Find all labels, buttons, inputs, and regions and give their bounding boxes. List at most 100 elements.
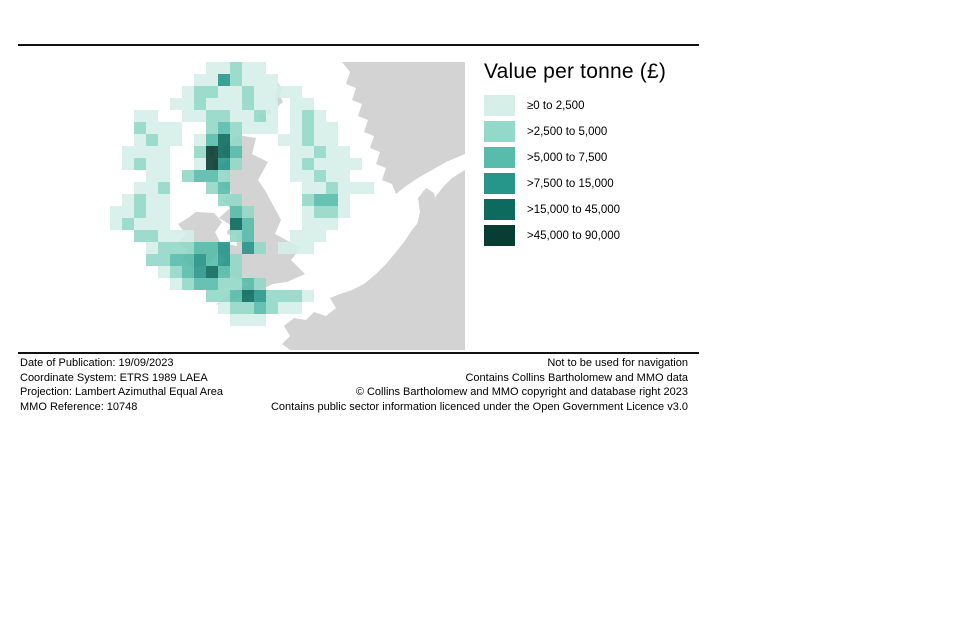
grid-cell xyxy=(146,254,158,266)
legend-swatch xyxy=(484,199,515,220)
grid-cell xyxy=(182,278,194,290)
grid-cell xyxy=(218,122,230,134)
grid-cell xyxy=(230,290,242,302)
grid-cell xyxy=(230,134,242,146)
grid-cell xyxy=(302,134,314,146)
grid-cell xyxy=(230,146,242,158)
legend-item: >5,000 to 7,500 xyxy=(484,147,719,168)
grid-cell xyxy=(170,242,182,254)
fishing-value-map xyxy=(110,62,465,350)
grid-cell xyxy=(314,218,326,230)
grid-cell xyxy=(266,302,278,314)
map-area xyxy=(110,62,465,350)
grid-cell xyxy=(230,122,242,134)
legend-item-label: ≥0 to 2,500 xyxy=(527,99,585,112)
grid-cell xyxy=(218,74,230,86)
grid-cell xyxy=(218,62,230,74)
grid-cell xyxy=(254,110,266,122)
grid-cell xyxy=(206,98,218,110)
grid-cell xyxy=(206,74,218,86)
grid-cell xyxy=(230,74,242,86)
grid-cell xyxy=(122,218,134,230)
grid-cell xyxy=(194,98,206,110)
grid-cell xyxy=(206,122,218,134)
grid-cell xyxy=(326,194,338,206)
grid-cell xyxy=(326,170,338,182)
legend-swatch xyxy=(484,121,515,142)
grid-cell xyxy=(302,290,314,302)
grid-cell xyxy=(290,230,302,242)
grid-cell xyxy=(218,290,230,302)
legend-item-label: >7,500 to 15,000 xyxy=(527,177,614,190)
footer-line: MMO Reference: 10748 xyxy=(20,400,138,413)
legend-swatch xyxy=(484,147,515,168)
grid-cell xyxy=(218,86,230,98)
legend-item: ≥0 to 2,500 xyxy=(484,95,719,116)
grid-cell xyxy=(182,242,194,254)
grid-cell xyxy=(218,170,230,182)
grid-cell xyxy=(326,122,338,134)
grid-cell xyxy=(206,242,218,254)
grid-cell xyxy=(146,242,158,254)
grid-cell xyxy=(290,242,302,254)
grid-cell xyxy=(302,194,314,206)
grid-cell xyxy=(146,170,158,182)
grid-cell xyxy=(146,122,158,134)
legend: Value per tonne (£) ≥0 to 2,500 >2,500 to… xyxy=(484,60,719,251)
grid-cell xyxy=(182,254,194,266)
grid-cell xyxy=(206,158,218,170)
grid-cell xyxy=(338,170,350,182)
grid-cell xyxy=(230,314,242,326)
grid-cell xyxy=(146,146,158,158)
grid-cell xyxy=(110,218,122,230)
grid-cell xyxy=(158,134,170,146)
grid-cell xyxy=(182,230,194,242)
grid-cell xyxy=(314,182,326,194)
grid-cell xyxy=(206,290,218,302)
grid-cell xyxy=(206,254,218,266)
grid-cell xyxy=(254,314,266,326)
grid-cell xyxy=(158,254,170,266)
legend-item-label: >5,000 to 7,500 xyxy=(527,151,608,164)
grid-cell xyxy=(230,230,242,242)
footer-line: Date of Publication: 19/09/2023 xyxy=(20,357,174,369)
legend-swatch xyxy=(484,173,515,194)
grid-cell xyxy=(230,194,242,206)
grid-cell xyxy=(290,170,302,182)
grid-cell xyxy=(254,278,266,290)
grid-cell xyxy=(134,134,146,146)
grid-cell xyxy=(134,218,146,230)
grid-cell xyxy=(278,242,290,254)
grid-cell xyxy=(242,74,254,86)
legend-item-label: >15,000 to 45,000 xyxy=(527,203,621,216)
footer-metadata-left: Date of Publication: 19/09/2023 Coordinat… xyxy=(20,356,223,414)
grid-cell xyxy=(170,134,182,146)
grid-cell xyxy=(350,182,362,194)
footer-line: Contains public sector information licen… xyxy=(270,400,688,413)
land-scandinavia xyxy=(342,62,465,194)
grid-cell xyxy=(218,242,230,254)
grid-cell xyxy=(146,218,158,230)
grid-cell xyxy=(146,110,158,122)
grid-cell xyxy=(218,266,230,278)
grid-cell xyxy=(326,182,338,194)
grid-cell xyxy=(182,266,194,278)
grid-cell xyxy=(170,278,182,290)
grid-cell xyxy=(254,74,266,86)
grid-cell xyxy=(290,110,302,122)
grid-cell xyxy=(314,230,326,242)
grid-cell xyxy=(290,86,302,98)
grid-cell xyxy=(134,158,146,170)
grid-cell xyxy=(182,98,194,110)
grid-cell xyxy=(254,242,266,254)
grid-cell xyxy=(290,146,302,158)
grid-cell xyxy=(242,122,254,134)
grid-cell xyxy=(170,254,182,266)
grid-cell xyxy=(278,290,290,302)
grid-cell xyxy=(218,146,230,158)
grid-cell xyxy=(302,98,314,110)
footer-line: Coordinate System: ETRS 1989 LAEA xyxy=(20,371,208,384)
legend-item: >2,500 to 5,000 xyxy=(484,121,719,142)
grid-cell xyxy=(242,98,254,110)
grid-cell xyxy=(206,134,218,146)
